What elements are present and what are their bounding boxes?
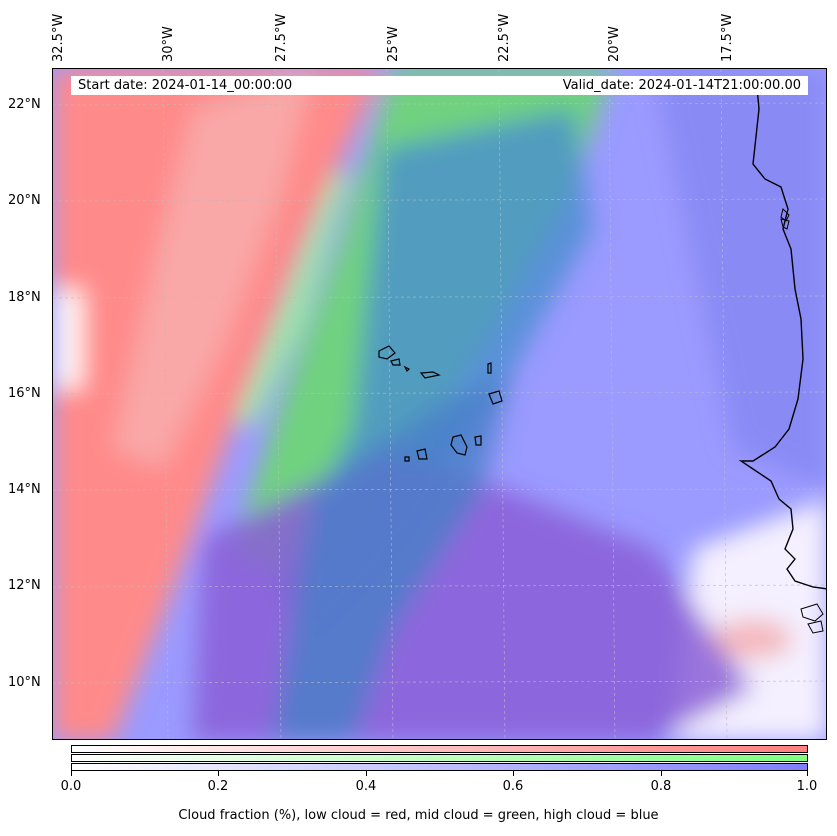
colorbar-high-cloud — [71, 763, 808, 771]
lat-label-12n: 12°N — [8, 578, 41, 593]
lon-label-17-5w: 17.5°W — [720, 13, 735, 62]
cloud-fraction-map — [52, 68, 827, 740]
colorbar-tick-label: 0.0 — [60, 779, 82, 794]
colorbar-tick-label: 0.6 — [502, 779, 524, 794]
map-svg — [53, 69, 826, 739]
low-cloud-streak — [113, 69, 313, 469]
island-brava — [404, 456, 410, 462]
coastal-island — [780, 218, 790, 230]
lon-label-27-5w: 27.5°W — [274, 13, 289, 62]
lat-label-16n: 16°N — [8, 386, 41, 401]
start-date: Start date: 2024-01-14_00:00:00 — [78, 78, 293, 93]
coastal-island — [807, 620, 824, 634]
lon-label-22-5w: 22.5°W — [497, 13, 512, 62]
island-santo-antao — [378, 345, 396, 360]
lat-label-20n: 20°N — [8, 193, 41, 208]
lat-label-10n: 10°N — [8, 675, 41, 690]
low-cloud-west — [53, 69, 383, 739]
colorbar-tick-label: 0.4 — [355, 779, 377, 794]
date-info-bar: Start date: 2024-01-14_00:00:00 Valid_da… — [71, 76, 808, 95]
lon-label-20w: 20°W — [607, 26, 622, 62]
colorbar-caption: Cloud fraction (%), low cloud = red, mid… — [178, 808, 659, 823]
colorbar — [71, 745, 808, 771]
mid-cloud-ridge — [238, 169, 353, 429]
colorbar-tick-label: 1.0 — [796, 779, 818, 794]
lon-label-25w: 25°W — [386, 26, 401, 62]
colorbar-tickmark — [71, 771, 72, 776]
colorbar-low-cloud — [71, 745, 808, 753]
island-fogo — [416, 448, 428, 460]
island-maio — [474, 435, 482, 446]
island-santiago — [450, 434, 468, 456]
island-sao-vicente — [390, 358, 401, 366]
colorbar-tick-label: 0.8 — [650, 779, 672, 794]
lon-label-32-5w: 32.5°W — [51, 13, 66, 62]
lat-label-22n: 22°N — [8, 97, 41, 112]
low-cloud-patch-southeast — [713, 619, 793, 659]
island-santa-luzia — [403, 365, 411, 373]
high-cloud-east — [653, 69, 826, 489]
cape-verde-islands — [378, 345, 503, 462]
colorbar-tickmark — [513, 771, 514, 776]
colorbar-tickmark — [661, 771, 662, 776]
valid-date: Valid_date: 2024-01-14T21:00:00.00 — [562, 78, 801, 93]
overlap-band-south — [273, 369, 513, 739]
coastal-island — [800, 603, 824, 622]
coastal-island — [780, 208, 790, 222]
clear-patch-west — [53, 289, 83, 389]
island-boa-vista — [488, 390, 503, 405]
island-sao-nicolau — [419, 371, 441, 379]
lon-label-30w: 30°W — [161, 26, 176, 62]
lat-label-14n: 14°N — [8, 482, 41, 497]
colorbar-mid-cloud — [71, 754, 808, 762]
graticule — [53, 69, 826, 739]
colorbar-tick-label: 0.2 — [207, 779, 229, 794]
lat-label-18n: 18°N — [8, 290, 41, 305]
coastline — [738, 76, 826, 590]
colorbar-tickmark — [366, 771, 367, 776]
colorbar-tickmark — [218, 771, 219, 776]
colorbar-tickmark — [807, 771, 808, 776]
island-sal — [487, 362, 492, 374]
